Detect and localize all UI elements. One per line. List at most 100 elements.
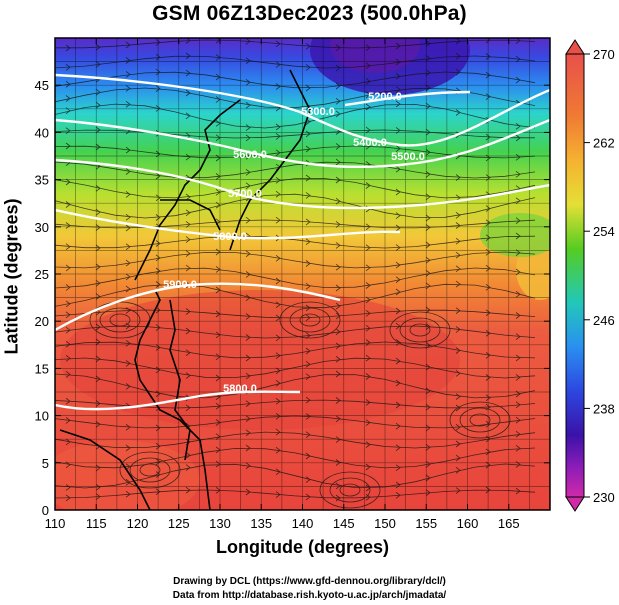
wind-arrow (215, 331, 221, 339)
wind-arrow (155, 150, 161, 158)
wind-arrow (155, 471, 161, 478)
eddy-streamline (329, 477, 371, 503)
contour-5900 (55, 282, 341, 332)
wind-arrow (185, 236, 191, 243)
wind-arrow (335, 312, 341, 320)
x-tick-label: 145 (333, 516, 355, 531)
wind-arrow (335, 415, 341, 423)
y-tick-label: 5 (42, 456, 49, 471)
wind-arrow (335, 355, 341, 363)
wind-arrow (155, 214, 161, 221)
contour-5700 (55, 158, 550, 210)
y-tick-label: 0 (42, 503, 49, 518)
wind-arrow (65, 484, 71, 491)
wind-arrow (245, 134, 251, 142)
x-tick-label: 120 (127, 516, 149, 531)
wind-arrow (485, 309, 491, 317)
wind-arrow (425, 323, 431, 330)
wind-arrow (305, 452, 311, 460)
wind-arrow (65, 142, 71, 150)
wind-arrow (65, 354, 71, 362)
wind-arrow (125, 273, 131, 281)
wind-arrow (455, 38, 461, 45)
wind-arrow (485, 174, 491, 181)
wind-arrow (65, 438, 71, 446)
wind-arrow (485, 461, 491, 469)
wind-arrow (155, 344, 161, 351)
streamline (55, 431, 536, 449)
y-axis-title: Latitude (degrees) (1, 198, 22, 355)
wind-arrow (65, 264, 71, 272)
wind-arrow (155, 194, 161, 202)
colorbar-tick-label: 254 (593, 224, 615, 239)
wind-arrow (515, 461, 521, 468)
wind-arrow (125, 360, 131, 367)
wind-arrow (395, 276, 401, 284)
wind-arrow (275, 176, 281, 184)
wind-arrow (275, 133, 281, 140)
wind-arrow (455, 404, 461, 412)
wind-arrow (515, 217, 521, 225)
wind-arrow (335, 397, 341, 404)
wind-arrow (365, 91, 371, 99)
wind-arrow (215, 286, 221, 294)
wind-arrow (515, 134, 521, 142)
wind-arrow (215, 310, 221, 318)
wind-arrow (305, 373, 311, 381)
wind-arrow (125, 339, 131, 347)
y-tick-label: 20 (35, 314, 49, 329)
wind-arrow (515, 430, 521, 438)
eddy-streamline (389, 311, 451, 349)
grid-lines (55, 38, 550, 510)
wind-arrow (455, 307, 461, 315)
wind-arrow (365, 103, 371, 111)
y-tick-label: 45 (35, 78, 49, 93)
wind-arrow (515, 290, 521, 298)
wind-arrow (95, 143, 101, 151)
wind-arrow (275, 491, 281, 498)
wind-arrow (125, 383, 131, 390)
wind-arrow (275, 412, 281, 420)
wind-arrow (65, 326, 71, 334)
wind-arrow (305, 431, 311, 439)
wind-arrow (335, 242, 341, 249)
wind-arrow (155, 424, 161, 432)
wind-arrow (395, 127, 401, 134)
wind-arrow (425, 282, 431, 290)
wind-arrow (65, 222, 71, 229)
wind-arrow (275, 83, 281, 90)
wind-arrow (95, 61, 101, 68)
wind-arrow (485, 205, 491, 212)
wind-arrow (95, 464, 101, 472)
wind-arrow (215, 486, 221, 494)
wind-arrow (65, 461, 71, 469)
wind-arrow (365, 463, 371, 471)
wind-arrow (365, 309, 371, 317)
wind-arrow (395, 212, 401, 219)
wind-arrow (125, 463, 131, 471)
wind-arrow (65, 417, 71, 424)
wind-arrow (395, 322, 401, 330)
wind-arrow (425, 55, 431, 62)
wind-arrow (335, 263, 341, 271)
eddy-streamline (299, 313, 321, 327)
wind-arrow (455, 109, 461, 116)
eddy-streamline (289, 307, 331, 333)
wind-arrow (425, 224, 431, 231)
x-tick-label: 125 (168, 516, 190, 531)
wind-arrow (455, 211, 461, 219)
wind-arrow (395, 261, 401, 269)
eddy-streamline (409, 323, 431, 337)
wind-arrow (305, 314, 311, 322)
wind-arrow (455, 466, 461, 474)
wind-arrow (485, 248, 491, 256)
wind-arrow (245, 372, 251, 380)
wind-arrow (65, 371, 71, 378)
wind-arrow (245, 38, 251, 45)
wind-arrow (335, 197, 341, 205)
wind-arrow (515, 76, 521, 84)
wind-arrow (185, 308, 191, 315)
wind-arrow (305, 360, 311, 368)
wind-arrow (215, 460, 221, 468)
wind-arrow (155, 172, 161, 180)
